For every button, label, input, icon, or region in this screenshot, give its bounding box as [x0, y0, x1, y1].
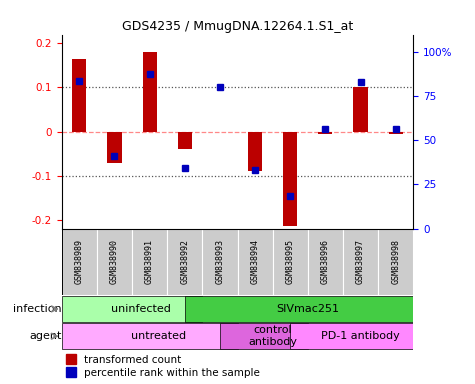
Bar [62, 228, 97, 295]
Bar [167, 228, 202, 295]
Bar [290, 323, 413, 349]
Text: untreated: untreated [131, 331, 186, 341]
Text: control
antibody: control antibody [248, 325, 297, 347]
Text: GSM838996: GSM838996 [321, 240, 330, 285]
Bar [238, 228, 273, 295]
Bar [62, 323, 238, 349]
Legend: transformed count, percentile rank within the sample: transformed count, percentile rank withi… [67, 355, 259, 378]
Bar [178, 132, 192, 149]
Text: GSM838989: GSM838989 [75, 240, 84, 285]
Bar [62, 296, 202, 322]
Bar [389, 132, 403, 134]
Bar [283, 132, 297, 227]
Text: GSM838998: GSM838998 [391, 240, 400, 285]
Bar [72, 59, 86, 132]
Bar [378, 228, 413, 295]
Bar [220, 323, 308, 349]
Text: GSM838991: GSM838991 [145, 240, 154, 285]
Text: GSM838993: GSM838993 [216, 240, 224, 285]
Text: PD-1 antibody: PD-1 antibody [321, 331, 400, 341]
Bar [202, 228, 238, 295]
Bar [353, 88, 368, 132]
Text: GSM838992: GSM838992 [180, 240, 189, 285]
Bar [107, 132, 122, 163]
Text: infection: infection [13, 304, 62, 314]
Bar [343, 228, 378, 295]
Bar [132, 228, 167, 295]
Bar [318, 132, 332, 134]
Text: SIVmac251: SIVmac251 [276, 304, 339, 314]
Text: GSM838994: GSM838994 [251, 240, 259, 285]
Bar [273, 228, 308, 295]
Bar [97, 228, 132, 295]
Bar [308, 228, 343, 295]
Text: uninfected: uninfected [111, 304, 171, 314]
Text: GSM838997: GSM838997 [356, 240, 365, 285]
Text: GSM838995: GSM838995 [286, 240, 294, 285]
Bar [248, 132, 262, 171]
Bar [142, 52, 157, 132]
Bar [185, 296, 413, 322]
Title: GDS4235 / MmugDNA.12264.1.S1_at: GDS4235 / MmugDNA.12264.1.S1_at [122, 20, 353, 33]
Text: agent: agent [29, 331, 62, 341]
Text: GSM838990: GSM838990 [110, 240, 119, 285]
